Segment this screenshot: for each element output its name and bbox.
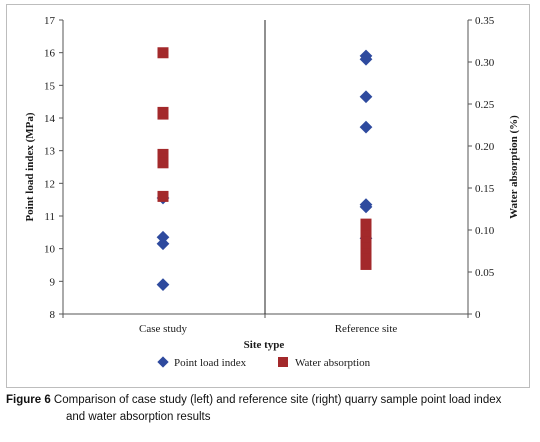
- water-absorption-marker: [360, 230, 372, 242]
- scatter-chart: 8 9 10 11 12 13 14 15 16 17 0 0.05 0.10 0.15 0.20 0.25 0…: [24, 15, 520, 369]
- y-right-tick-label: 0.15: [475, 183, 495, 195]
- water-absorption-marker: [157, 190, 169, 202]
- y-left-tick-label: 16: [44, 48, 56, 60]
- water-absorption-marker: [157, 47, 169, 59]
- y-left-tick-label: 8: [50, 309, 56, 321]
- chart-axes: 8 9 10 11 12 13 14 15 16 17 0 0.05 0.10 0.15 0.20 0.25 0…: [44, 15, 495, 335]
- x-tick-label: Case study: [139, 323, 187, 335]
- x-axis-label: Site type: [244, 339, 285, 351]
- y-axis-right-label: Water absorption (%): [508, 115, 520, 219]
- chart-marks: [156, 47, 373, 291]
- y-left-tick-label: 12: [44, 178, 55, 190]
- y-axis-left-label: Point load index (MPa): [24, 112, 36, 221]
- legend-marker-water-absorption: [278, 357, 288, 367]
- y-right-tick-label: 0.35: [475, 15, 495, 27]
- y-right-tick-label: 0.25: [475, 99, 495, 111]
- legend-label-point-load-index: Point load index: [174, 357, 247, 369]
- water-absorption-marker: [360, 242, 372, 254]
- water-absorption-marker: [360, 218, 372, 230]
- point-load-index-marker: [359, 200, 373, 214]
- point-load-index-marker: [359, 52, 373, 66]
- y-left-tick-label: 13: [44, 146, 56, 158]
- y-right-tick-label: 0.30: [475, 57, 495, 69]
- point-load-index-marker: [156, 278, 170, 291]
- legend-label-water-absorption: Water absorption: [295, 357, 371, 369]
- water-absorption-marker: [360, 258, 372, 270]
- water-absorption-marker: [360, 224, 372, 236]
- chart-frame: [6, 4, 530, 388]
- point-load-index-marker: [359, 120, 373, 134]
- point-load-index-marker: [156, 237, 170, 251]
- caption-text-line2: and water absorption results: [66, 411, 211, 423]
- y-left-tick-label: 11: [44, 211, 55, 223]
- water-absorption-marker: [157, 157, 169, 169]
- figure-caption: Figure 6 Comparison of case study (left)…: [6, 392, 534, 426]
- water-absorption-marker: [360, 236, 372, 248]
- y-right-tick-label: 0.20: [475, 141, 495, 153]
- y-left-tick-label: 15: [44, 80, 56, 92]
- y-right-tick-label: 0.10: [475, 225, 495, 237]
- y-left-tick-label: 10: [44, 244, 56, 256]
- y-right-tick-label: 0: [475, 309, 481, 321]
- y-left-tick-label: 9: [50, 276, 56, 288]
- y-left-tick-label: 14: [44, 113, 56, 125]
- y-right-tick-label: 0.05: [475, 267, 495, 279]
- point-load-index-marker: [156, 230, 170, 244]
- caption-text-line1: Comparison of case study (left) and refe…: [50, 394, 502, 406]
- y-left-tick-label: 17: [44, 15, 56, 27]
- legend-marker-point-load-index: [157, 356, 169, 368]
- water-absorption-marker: [360, 248, 372, 260]
- caption-label: Figure 6: [6, 394, 51, 406]
- water-absorption-marker: [157, 108, 169, 120]
- legend: Point load index Water absorption: [157, 356, 371, 369]
- x-tick-label: Reference site: [335, 323, 398, 335]
- point-load-index-marker: [359, 90, 373, 104]
